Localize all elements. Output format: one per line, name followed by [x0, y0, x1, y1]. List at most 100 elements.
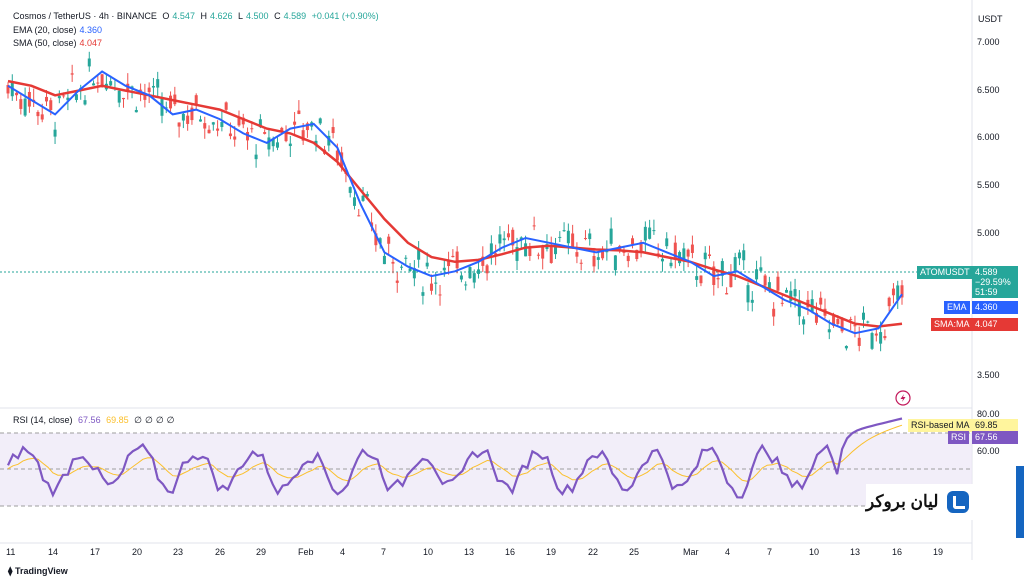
candle-body: [682, 248, 686, 261]
candle-body: [374, 233, 378, 246]
candle-body: [652, 230, 656, 232]
candle-body: [849, 319, 853, 321]
sma-tag: SMA:MA: [931, 318, 973, 331]
candle-body: [592, 255, 596, 267]
candle-body: [271, 138, 275, 147]
candle-body: [280, 127, 284, 132]
candle-body: [853, 325, 857, 327]
candle-body: [438, 294, 442, 296]
price-tick-label: 6.500: [977, 85, 1000, 95]
candle-body: [40, 114, 44, 120]
candle-body: [228, 133, 232, 137]
candle-body: [92, 83, 96, 86]
candle-body: [733, 257, 737, 272]
candle-body: [836, 319, 840, 324]
candle-body: [224, 102, 228, 110]
ema-value-tag: 4.360: [972, 301, 1018, 314]
candle-body: [87, 58, 91, 67]
candle-body: [669, 262, 673, 267]
candle-body: [263, 132, 267, 134]
candle-body: [378, 238, 382, 244]
candle-body: [609, 228, 613, 244]
candle-body: [139, 89, 143, 91]
candle-body: [802, 319, 806, 325]
candle-body: [759, 267, 763, 271]
candle-body: [789, 290, 793, 301]
candle-body: [447, 260, 451, 267]
candle-body: [160, 98, 164, 116]
candle-body: [883, 336, 887, 339]
tradingview-logo[interactable]: ⧫ TradingView: [8, 566, 68, 576]
candle-body: [23, 98, 27, 116]
broker-name: لیان بروکر: [866, 492, 939, 511]
candle-body: [613, 255, 617, 271]
ema-legend[interactable]: EMA (20, close) 4.360: [13, 25, 103, 35]
candle-body: [143, 94, 147, 100]
candle-body: [767, 282, 771, 289]
candle-body: [695, 276, 699, 280]
sma-line: [7, 79, 903, 328]
time-tick-label: 22: [588, 547, 599, 557]
symbol-title[interactable]: Cosmos / TetherUS · 4h · BINANCE: [13, 11, 157, 21]
brand-accent-bar: [1016, 466, 1024, 538]
candle-body: [631, 238, 635, 245]
candle-body: [746, 285, 750, 303]
ema-line: [7, 70, 903, 335]
candle-body: [489, 243, 493, 255]
candle-body: [699, 275, 703, 284]
candle-body: [708, 254, 712, 256]
candle-body: [776, 276, 780, 291]
currency-label[interactable]: USDT: [978, 14, 1003, 24]
time-tick-label: 26: [215, 547, 226, 557]
time-tick-label: 25: [629, 547, 640, 557]
candle-body: [690, 244, 694, 253]
candle-body: [305, 123, 309, 131]
candle-body: [66, 97, 70, 101]
candle-body: [318, 118, 322, 124]
rsi-axis-60: 60.00: [977, 446, 1000, 456]
candle-body: [814, 312, 818, 323]
candle-body: [408, 268, 412, 272]
candle-body: [284, 132, 288, 142]
price-tick-label: 7.000: [977, 37, 1000, 47]
candle-body: [549, 246, 553, 263]
candle-body: [169, 95, 173, 109]
candle-body: [429, 283, 433, 291]
candle-body: [524, 243, 528, 257]
candle-body: [494, 253, 498, 255]
rsi-legend[interactable]: RSI (14, close) 67.56 69.85 ∅ ∅ ∅ ∅: [13, 415, 175, 425]
candle-body: [348, 187, 352, 193]
time-tick-label: 20: [132, 547, 143, 557]
candle-body: [840, 318, 844, 332]
candle-body: [194, 95, 198, 105]
lightning-icon[interactable]: [895, 390, 911, 406]
candle-body: [327, 135, 331, 146]
time-tick-label: 23: [173, 547, 184, 557]
rsi-value-tag: 67.56: [972, 431, 1018, 444]
candle-body: [686, 249, 690, 257]
candle-body: [596, 257, 600, 260]
candle-body: [44, 96, 48, 102]
candle-body: [797, 300, 801, 317]
candle-body: [100, 74, 104, 87]
price-tick-label: 6.000: [977, 132, 1000, 142]
candle-body: [763, 275, 767, 286]
candle-body: [793, 289, 797, 297]
candle-body: [477, 269, 481, 274]
sma-legend[interactable]: SMA (50, close) 4.047: [13, 38, 103, 48]
candle-body: [352, 197, 356, 206]
candle-body: [703, 252, 707, 260]
time-tick-label: Feb: [298, 547, 314, 557]
candle-body: [391, 261, 395, 264]
candle-body: [237, 117, 241, 126]
candle-body: [643, 226, 647, 241]
time-tick-label: 4: [340, 547, 346, 557]
ema-tag: EMA: [944, 301, 970, 314]
candle-body: [459, 275, 463, 280]
candle-body: [481, 256, 485, 266]
candle-body: [301, 130, 305, 141]
candle-body: [515, 247, 519, 261]
candle-body: [220, 122, 224, 127]
candle-body: [412, 268, 416, 279]
